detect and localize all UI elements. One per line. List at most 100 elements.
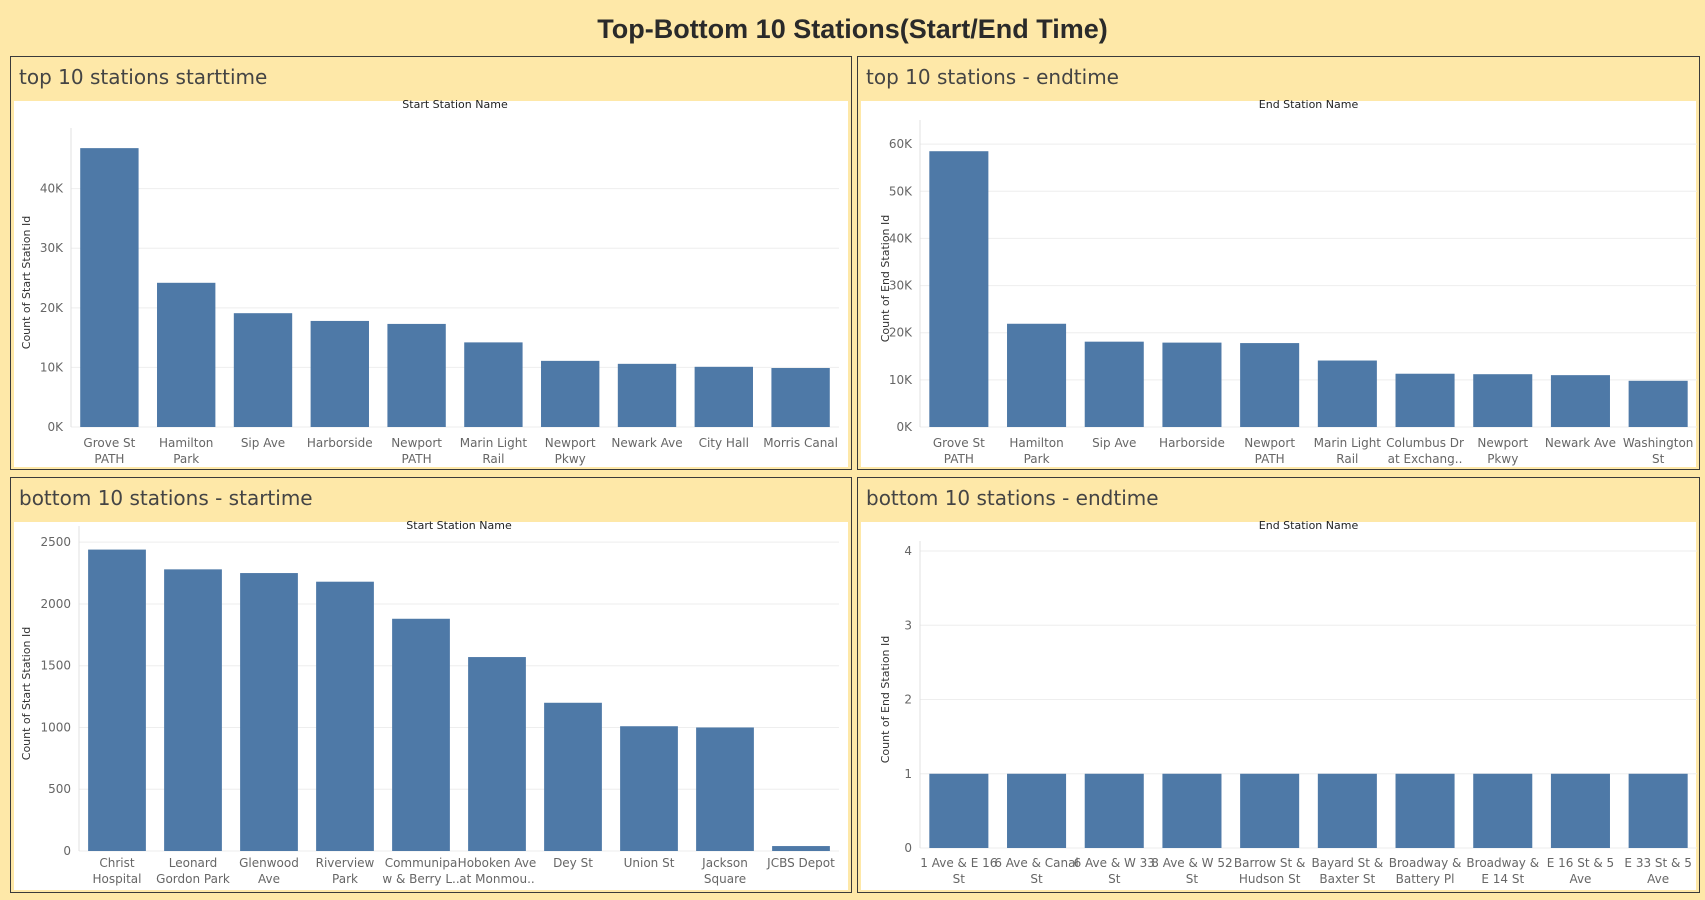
x-category-label: Newport (1477, 436, 1528, 450)
bar[interactable] (929, 151, 989, 427)
bar[interactable] (620, 726, 678, 851)
x-category-label: St (1652, 452, 1665, 466)
x-category-label: Park (1024, 452, 1050, 466)
y-tick-label: 60K (889, 137, 913, 151)
x-category-label: Grove St (933, 436, 985, 450)
panel-bottom-end: bottom 10 stations - endtime 0 1 2 3 4 End St… (857, 477, 1700, 893)
bar[interactable] (1162, 773, 1222, 848)
bar[interactable] (1395, 373, 1455, 427)
bar[interactable] (772, 846, 830, 851)
bar[interactable] (316, 581, 374, 851)
y-tick-label: 30K (40, 241, 64, 255)
bar[interactable] (387, 323, 446, 427)
bar[interactable] (1007, 323, 1067, 427)
bar[interactable] (929, 773, 989, 848)
bar[interactable] (1628, 773, 1688, 848)
panel-title: top 10 stations - endtime (866, 65, 1119, 89)
x-category-label: Park (173, 452, 199, 466)
y-tick-label: 2 (904, 693, 912, 707)
bar[interactable] (233, 313, 293, 427)
bar[interactable] (88, 549, 146, 851)
bar[interactable] (164, 569, 222, 851)
y-tick-label: 0 (904, 841, 912, 855)
x-category-label: E 16 St & 5 (1547, 856, 1614, 870)
bar[interactable] (1550, 375, 1610, 427)
chart-top-end: 0K 10K 20K 30K 40K 50K 60K End Station Name Coun… (879, 98, 1697, 466)
x-category-label: St (1030, 872, 1043, 886)
chart-top-start: 0K 10K 20K 30K 40K Start Station Name Count of… (20, 98, 839, 466)
y-tick-label: 0 (63, 844, 71, 858)
y-tick-label: 30K (889, 279, 913, 293)
x-category-label: Christ (99, 856, 135, 870)
x-category-label: Union St (624, 856, 675, 870)
x-category-label: Morris Canal (763, 436, 838, 450)
x-category-label: Washington (1623, 436, 1694, 450)
bar[interactable] (617, 363, 677, 427)
x-category-label: Dey St (553, 856, 593, 870)
x-category-label: JCBS Depot (766, 856, 835, 870)
bar[interactable] (1007, 773, 1067, 848)
x-category-label: PATH (1255, 452, 1285, 466)
x-category-label: Ave (258, 872, 280, 886)
x-category-label: Bayard St & (1311, 856, 1383, 870)
bar[interactable] (1240, 343, 1300, 427)
bar[interactable] (80, 148, 139, 428)
bar[interactable] (1473, 374, 1533, 427)
x-category-label: Harborside (307, 436, 373, 450)
x-category-label: PATH (402, 452, 432, 466)
x-category-label: Jackson (701, 856, 748, 870)
bar[interactable] (157, 282, 216, 427)
x-category-label: Barrow St & (1234, 856, 1305, 870)
x-category-label: Battery Pl (1396, 872, 1455, 886)
bar[interactable] (1084, 341, 1144, 427)
panel-top-end: top 10 stations - endtime 0K 10K 20K 30K 40K… (857, 56, 1700, 470)
bar[interactable] (1317, 360, 1377, 427)
x-category-label: Rail (1336, 452, 1358, 466)
bar[interactable] (310, 320, 369, 427)
bar[interactable] (1317, 773, 1377, 848)
y-tick-label: 20K (889, 326, 913, 340)
bar[interactable] (696, 727, 754, 851)
bar[interactable] (240, 573, 298, 851)
bar[interactable] (468, 657, 526, 851)
y-tick-label: 1 (904, 767, 912, 781)
x-category-label: Hoboken Ave (458, 856, 537, 870)
column-header: End Station Name (1259, 519, 1359, 532)
x-category-label: w & Berry L.. (382, 872, 459, 886)
y-tick-label: 10K (889, 373, 913, 387)
bar[interactable] (771, 368, 830, 427)
bar[interactable] (1240, 773, 1300, 848)
bar[interactable] (1395, 773, 1455, 848)
x-category-label: Hamilton (1009, 436, 1063, 450)
x-category-label: Sip Ave (241, 436, 285, 450)
x-category-label: Pkwy (1487, 452, 1518, 466)
x-category-label: Newport (391, 436, 442, 450)
bar[interactable] (464, 342, 523, 427)
x-category-label: E 14 St (1481, 872, 1524, 886)
bar[interactable] (1084, 773, 1144, 848)
bar[interactable] (1162, 342, 1222, 427)
x-category-label: City Hall (699, 436, 749, 450)
x-category-label: at Monmou.. (459, 872, 534, 886)
bar[interactable] (1550, 773, 1610, 848)
x-category-label: Leonard (169, 856, 218, 870)
x-category-label: St (1186, 872, 1199, 886)
bar[interactable] (694, 366, 753, 427)
bar[interactable] (392, 618, 450, 851)
panel-bottom-start: bottom 10 stations - startime 0 500 1000 15… (10, 477, 852, 893)
x-category-label: Columbus Dr (1386, 436, 1464, 450)
x-category-label: St (953, 872, 966, 886)
bar[interactable] (544, 702, 602, 851)
bar[interactable] (1628, 380, 1688, 427)
x-category-label: Marin Light (1314, 436, 1382, 450)
x-category-label: Glenwood (239, 856, 299, 870)
bar[interactable] (541, 360, 600, 427)
bar[interactable] (1473, 773, 1533, 848)
x-category-label: Newport (1244, 436, 1295, 450)
x-category-label: Hospital (93, 872, 142, 886)
x-category-label: Pkwy (555, 452, 586, 466)
panel-title: bottom 10 stations - endtime (866, 486, 1159, 510)
column-header: Start Station Name (406, 519, 512, 532)
x-category-label: Communipa (385, 856, 458, 870)
x-category-label: Square (704, 872, 746, 886)
